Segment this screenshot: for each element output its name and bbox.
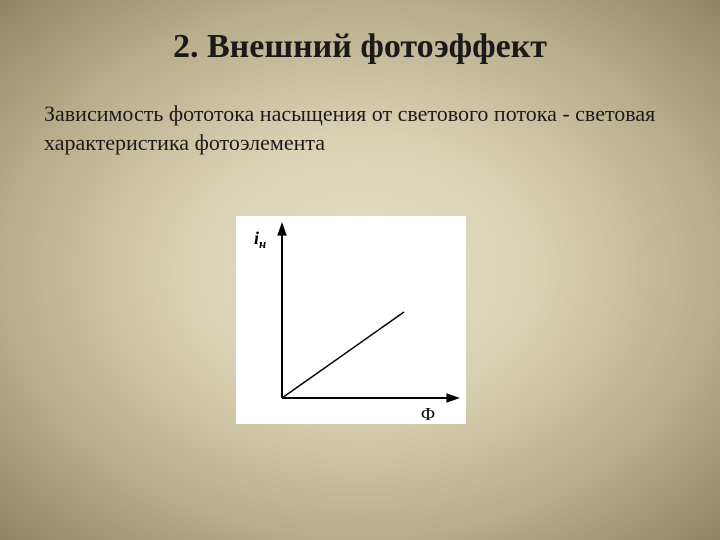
saturation-current-chart: iн Ф <box>236 216 466 424</box>
slide-body-text: Зависимость фототока насыщения от светов… <box>44 100 660 157</box>
svg-text:Ф: Ф <box>421 404 435 424</box>
slide-title: 2. Внешний фотоэффект <box>0 28 720 66</box>
svg-text:iн: iн <box>254 228 266 251</box>
slide: 2. Внешний фотоэффект Зависимость фотото… <box>0 0 720 540</box>
